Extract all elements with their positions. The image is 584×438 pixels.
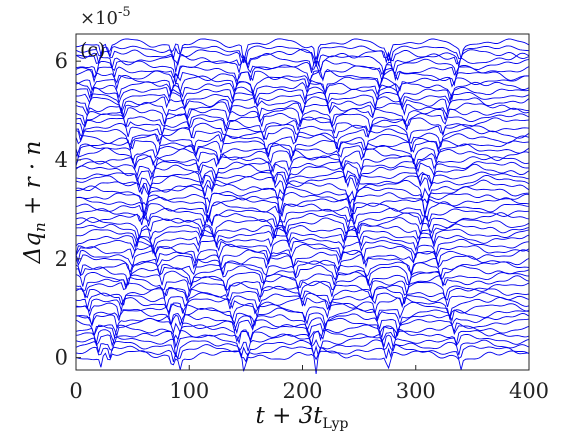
series-line <box>75 296 530 319</box>
x-tick-label: 400 <box>509 379 549 403</box>
x-tick-label: 300 <box>396 379 436 403</box>
y-tick-label: 2 <box>55 247 68 271</box>
y-exponent-label: ×10-5 <box>80 5 131 29</box>
series-line <box>75 329 530 349</box>
y-tick-label: 6 <box>55 49 68 73</box>
series-line <box>76 185 529 207</box>
series-line <box>75 324 530 344</box>
series-line <box>75 170 530 189</box>
series-line <box>75 280 530 300</box>
series-line <box>75 333 530 358</box>
series-line <box>75 212 530 233</box>
y-ticks: 0 2 4 6 <box>55 49 81 370</box>
series-line <box>75 38 530 67</box>
series-line <box>75 58 530 84</box>
y-tick-label: 4 <box>55 148 68 172</box>
series-line <box>75 147 530 170</box>
series-line <box>75 292 530 311</box>
series-line <box>75 275 530 294</box>
panel-label: (c) <box>80 39 105 61</box>
series-line <box>75 91 530 113</box>
series-line <box>75 207 530 228</box>
series-line <box>75 313 530 333</box>
series-line <box>75 270 530 291</box>
series-line <box>75 45 530 66</box>
series-line <box>75 234 530 255</box>
series-line <box>75 201 530 220</box>
series-line <box>75 96 530 116</box>
series-line <box>75 260 530 279</box>
series-line <box>75 350 530 374</box>
series-line <box>75 196 530 223</box>
series-line <box>75 307 530 328</box>
x-tick-label: 100 <box>169 379 209 403</box>
x-tick-label: 200 <box>282 379 322 403</box>
series-line <box>75 301 530 323</box>
series-line <box>75 223 530 242</box>
series-line <box>75 163 530 186</box>
series-line <box>75 116 530 136</box>
x-ticks: 0 100 200 300 400 <box>69 365 549 403</box>
series-line <box>75 68 530 88</box>
series-line <box>75 112 530 131</box>
y-axis-label: Δqn + r · n <box>20 141 49 265</box>
series-line <box>75 249 530 269</box>
series-line <box>75 339 530 359</box>
x-tick-label: 0 <box>69 379 82 403</box>
series-line <box>75 160 530 179</box>
series-line <box>75 344 530 363</box>
series-line <box>75 107 530 125</box>
x-axis-label: t + 3tLyp <box>256 403 349 432</box>
series-line <box>75 65 530 82</box>
series-line <box>75 52 530 76</box>
series-line <box>75 216 530 239</box>
series-line <box>75 48 530 68</box>
y-tick-label: 0 <box>55 346 68 370</box>
series-line <box>75 140 530 158</box>
series-line <box>76 227 530 249</box>
series-line <box>75 179 530 202</box>
plot-lines <box>75 38 530 374</box>
series-line <box>75 143 530 165</box>
series-line <box>75 122 530 143</box>
series-line <box>75 254 530 276</box>
series-line <box>75 191 530 215</box>
series-line <box>75 127 530 150</box>
